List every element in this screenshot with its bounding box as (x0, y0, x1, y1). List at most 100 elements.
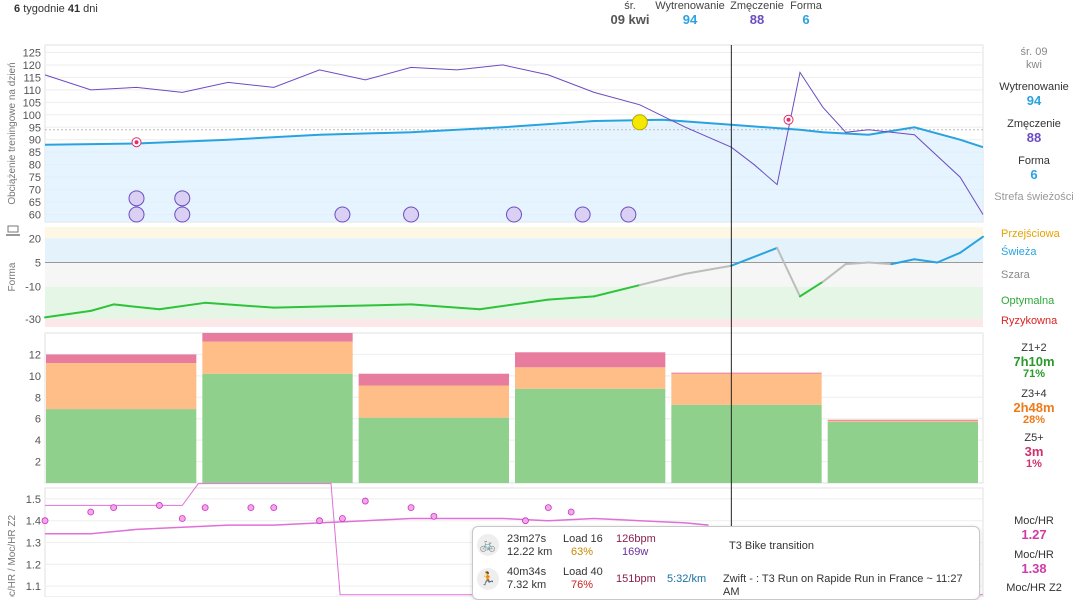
bike-avg-power: 169w (622, 546, 649, 558)
form-ytick-label: -10 (25, 282, 41, 294)
bar-z12 (827, 421, 978, 483)
header-date-value: 09 kwi (610, 12, 650, 27)
rp-freshness-label: Strefa świeżości (994, 191, 1074, 203)
header-date: śr. 09 kwi (608, 0, 652, 26)
bike-intensity: 63% (571, 546, 594, 558)
zone-label-grey: Szara (1001, 269, 1030, 281)
run-activity-name: Zwift - : T3 Run on Rapide Run in France… (723, 573, 963, 598)
activity-tooltip: 🚲 23m27s 12.22 km Load 16 63% 126bpm 169… (472, 526, 980, 600)
rp-date: śr. 09 kwi (985, 46, 1083, 72)
pahr-ytick-label: 1.5 (26, 494, 41, 506)
zone-label-fresh: Świeża (1001, 246, 1037, 258)
event-marker-dot (786, 117, 791, 122)
bar-z12 (515, 388, 666, 483)
load-ylabel: Obciążenie treningowe na dzień (7, 62, 18, 204)
form-line-segment (478, 298, 550, 311)
rp-date-line2: kwi (1026, 59, 1042, 71)
form-zone-band (45, 227, 983, 239)
header-form-value: 6 (802, 12, 810, 27)
load-ytick-label: 110 (23, 85, 41, 97)
rp-fatigue-label: Zmęczenie (1007, 118, 1061, 130)
rp-pahr1-label: Moc/HR (1014, 515, 1054, 527)
zones-ytick-label: 6 (35, 414, 41, 426)
header-fitness-label: Wytrenowanie (655, 0, 725, 12)
load-ytick-label: 70 (29, 185, 41, 197)
header-form: Forma 6 (788, 0, 824, 26)
activity-row-run[interactable]: 🏃 40m34s 7.32 km Load 40 76% 151bpm 5:32… (473, 563, 979, 598)
rp-z5-time: 3m (1024, 444, 1044, 459)
rp-form-value: 6 (1030, 167, 1038, 182)
bar-z5 (358, 373, 509, 386)
bike-distance: 12.22 km (507, 546, 553, 558)
activity-dot (574, 206, 591, 223)
pahr-trend-line (45, 517, 709, 535)
bar-z5 (827, 419, 978, 421)
bar-z34 (515, 367, 666, 389)
form-ytick-label: -30 (25, 314, 41, 326)
bike-icon: 🚲 (477, 534, 499, 556)
form-line-segment (204, 301, 275, 309)
header-form-label: Forma (790, 0, 822, 12)
form-line-segment (913, 258, 939, 264)
load-ytick-label: 115 (23, 72, 41, 84)
rp-pahr1: Moc/HR 1.27 (985, 515, 1083, 541)
pahr-point (407, 504, 415, 512)
weeks-days-summary: 6 tygodnie 41 dni (14, 3, 98, 15)
form-zone-band (45, 318, 983, 327)
load-ytick-label: 90 (29, 135, 41, 147)
rp-fatigue: Zmęczenie 88 (985, 118, 1083, 144)
zone-label-optimal: Optymalna (1001, 295, 1055, 307)
form-line-segment (272, 305, 344, 309)
pahr-point (544, 504, 552, 512)
fitness-area (45, 119, 983, 222)
activity-row-bike[interactable]: 🚲 23m27s 12.22 km Load 16 63% 126bpm 169… (473, 529, 979, 563)
zones-ytick-label: 10 (29, 371, 41, 383)
activity-dot (403, 206, 420, 223)
form-line-segment (936, 251, 962, 264)
pahr-point (316, 517, 323, 525)
run-distance: 7.32 km (507, 579, 547, 591)
bar-z34 (671, 373, 822, 405)
rp-z12-pct: 71% (1022, 368, 1046, 380)
activity-dot (174, 206, 191, 223)
weeks-count: 6 (14, 3, 21, 15)
header-date-label: śr. (624, 0, 636, 12)
run-avg-hr: 151bpm (616, 573, 656, 585)
pahr-ytick-label: 1.4 (26, 516, 41, 528)
bar-z12 (671, 404, 822, 483)
bar-z5 (515, 352, 666, 368)
hover-marker (631, 114, 648, 131)
zone-label-risky: Ryzykowna (1001, 315, 1058, 327)
run-load: Load 40 (563, 566, 603, 578)
days-label: dni (83, 3, 98, 15)
form-line-segment (547, 295, 596, 301)
zones-ytick-label: 4 (35, 435, 41, 447)
pahr-point (361, 497, 369, 505)
panel-zones-frame (44, 332, 984, 484)
bike-duration: 23m27s (507, 533, 547, 545)
form-line-segment (844, 261, 870, 266)
rp-fitness-label: Wytrenowanie (999, 81, 1069, 93)
rp-date-line1: śr. 09 (1020, 46, 1048, 58)
load-ytick-label: 125 (23, 47, 41, 59)
bar-z12 (358, 417, 509, 483)
form-ytick-label: 5 (35, 257, 41, 269)
form-zone-band (45, 286, 983, 319)
activity-dot-stacked (174, 190, 191, 207)
load-ytick-label: 105 (23, 97, 41, 109)
pahr-point (41, 517, 49, 525)
activity-dot (620, 206, 637, 223)
range-lock-icon (7, 225, 19, 233)
rp-pahr3-label: Moc/HR Z2 (1006, 582, 1062, 594)
zones-ytick-label: 8 (35, 392, 41, 404)
fitness-line (44, 118, 984, 149)
pahr-ylabel: Moc/HR / Moc/HR Z2 (7, 515, 18, 597)
bar-z5 (46, 354, 197, 363)
bike-avg-hr: 126bpm (616, 533, 656, 545)
rp-pahr2: Moc/HR 1.38 (985, 549, 1083, 575)
form-line-segment (89, 303, 115, 312)
rp-z5-label: Z5+ (1024, 432, 1044, 444)
fitness-chart[interactable]: 6065707580859095100105110115120125Obciąż… (0, 0, 985, 597)
form-ylabel: Forma (7, 262, 18, 291)
rp-z12: Z1+2 7h10m 71% (985, 342, 1083, 381)
